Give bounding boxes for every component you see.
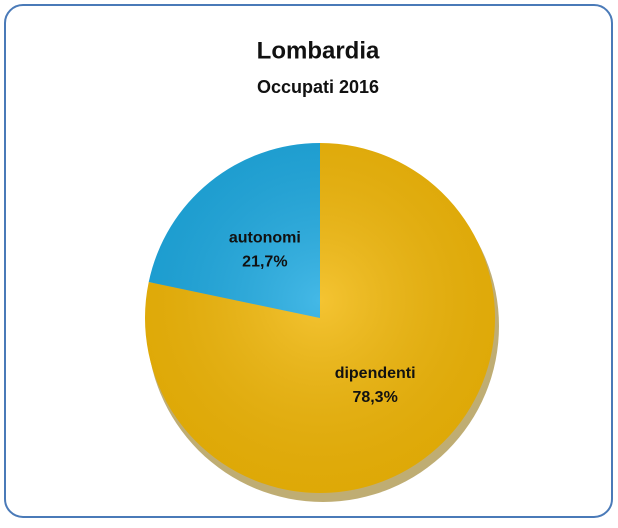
slice-labels: dipendenti 78,3% autonomi 21,7% <box>229 229 416 406</box>
pie <box>145 143 496 493</box>
slice-category-label: dipendenti <box>335 365 416 382</box>
slice-value-label: 21,7% <box>242 253 287 270</box>
chart-title: Lombardia <box>257 37 380 64</box>
chart-subtitle: Occupati 2016 <box>257 77 379 97</box>
slice-value-label: 78,3% <box>352 389 397 406</box>
slice-category-label: autonomi <box>229 229 301 246</box>
